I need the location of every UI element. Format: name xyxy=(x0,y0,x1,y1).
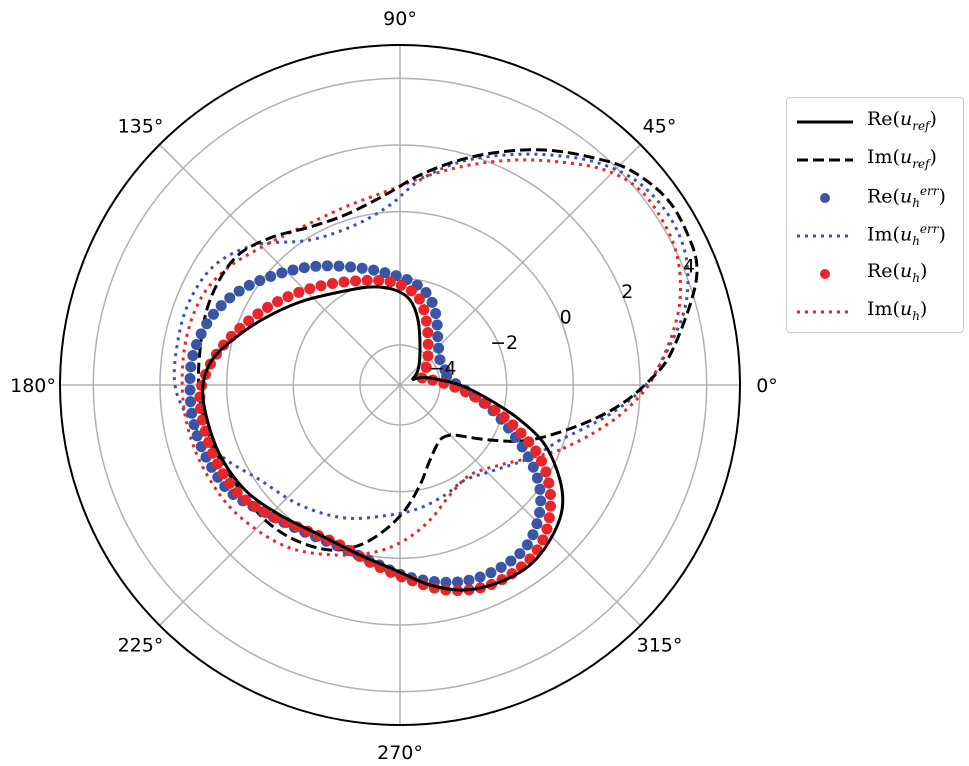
series-im-u-ref- xyxy=(196,148,699,552)
dashed-line-icon xyxy=(797,158,853,162)
legend-label: Im(uh) xyxy=(867,298,928,323)
series-re-u-ref- xyxy=(201,285,565,592)
radial-tick-labels: −4 −2 0 2 4 xyxy=(428,255,694,379)
data-series xyxy=(172,148,699,597)
blue-dotted-line-icon xyxy=(797,234,853,238)
angular-tick-labels: 0° 45° 90° 135° 180° 225° 270° 315° xyxy=(10,8,778,764)
angular-tick-label: 180° xyxy=(10,375,56,397)
radial-tick-label: −2 xyxy=(490,332,518,354)
legend-label: Im(uherr) xyxy=(867,222,946,249)
grid-spoke xyxy=(159,144,401,386)
series-im-u-h-err- xyxy=(172,152,690,520)
legend-item-re-uh: Re(uh) xyxy=(787,256,963,292)
series-re-u-h-err- xyxy=(184,260,547,588)
angular-tick-label: 135° xyxy=(118,115,164,137)
legend-item-im-uref: Im(uref) xyxy=(787,142,963,178)
blue-dot-icon xyxy=(820,193,830,203)
grid-spoke xyxy=(159,384,401,626)
legend-item-re-uherr: Re(uherr) xyxy=(787,180,963,216)
legend-item-im-uherr: Im(uherr) xyxy=(787,218,963,254)
legend-item-im-uh: Im(uh) xyxy=(787,294,963,330)
red-dot-icon xyxy=(820,269,830,279)
legend-label: Re(uref) xyxy=(867,108,937,133)
legend: Re(uref) Im(uref) Re(uherr) Im(uherr) Re… xyxy=(786,97,964,333)
solid-line-icon xyxy=(797,120,853,124)
legend-item-re-uref: Re(uref) xyxy=(787,104,963,140)
series-re-u-h- xyxy=(194,274,557,597)
outer-frame xyxy=(59,44,741,726)
angular-tick-label: 315° xyxy=(637,635,683,657)
polar-grid xyxy=(59,44,741,726)
legend-label: Re(uherr) xyxy=(867,184,946,211)
legend-label: Im(uref) xyxy=(867,146,937,171)
radial-tick-label: 2 xyxy=(621,281,633,303)
radial-tick-label: −4 xyxy=(428,357,456,379)
radial-tick-label: 0 xyxy=(560,306,572,328)
angular-tick-label: 0° xyxy=(756,375,778,397)
angular-tick-label: 225° xyxy=(118,635,164,657)
angular-tick-label: 270° xyxy=(377,742,423,764)
legend-label: Re(uh) xyxy=(867,260,928,285)
grid-spoke xyxy=(399,384,641,626)
angular-tick-label: 45° xyxy=(643,115,677,137)
angular-tick-label: 90° xyxy=(383,8,417,30)
radial-tick-label: 4 xyxy=(683,255,695,277)
red-dotted-line-icon xyxy=(797,310,853,314)
